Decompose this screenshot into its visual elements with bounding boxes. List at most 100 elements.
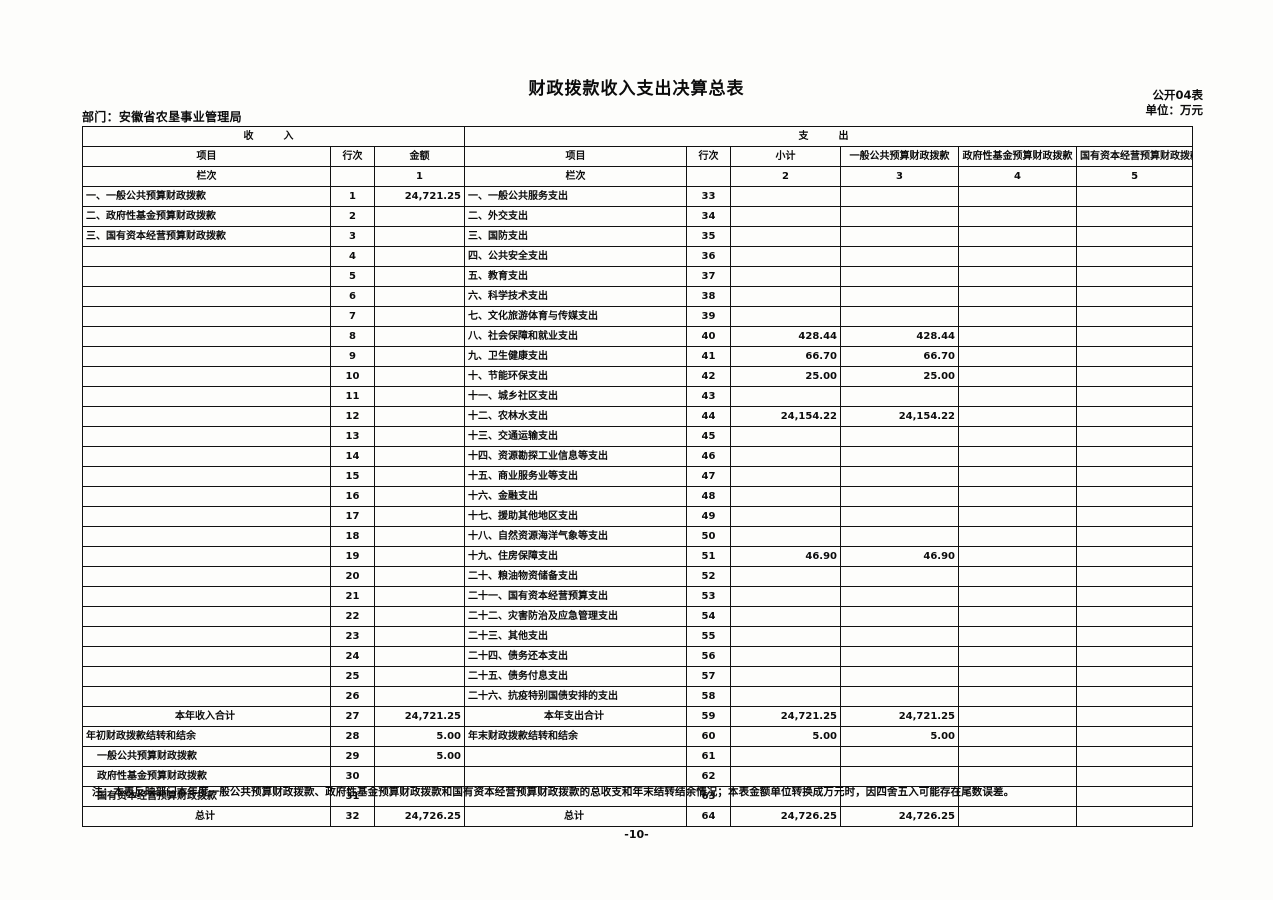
expense-state-capital-cell: [1076, 386, 1194, 407]
expense-general-public-cell: [840, 466, 960, 487]
expense-general-public-cell: [840, 606, 960, 627]
income-amount-cell: [373, 286, 466, 307]
table-row: 20 二十、粮油物资储备支出 52: [82, 566, 1194, 587]
expense-gov-fund-cell: [958, 266, 1078, 287]
income-item-cell: [82, 266, 331, 287]
expense-state-capital-cell: [1076, 186, 1194, 207]
expense-state-capital-cell: [1076, 326, 1194, 347]
income-amount-cell: [373, 626, 466, 647]
expense-general-public-cell: [840, 646, 960, 667]
expense-state-capital-cell: [1076, 746, 1194, 767]
income-amount-header: 金额: [373, 146, 466, 167]
expense-state-capital-header: 国有资本经营预算财政拨款: [1076, 146, 1194, 167]
expense-general-public-cell: [840, 686, 960, 707]
expense-state-capital-cell: [1076, 446, 1194, 467]
income-amount-cell: [373, 426, 466, 447]
expense-gov-fund-cell: [958, 386, 1078, 407]
expense-rowno-cell: 59: [686, 706, 732, 727]
expense-state-capital-cell: [1076, 806, 1194, 827]
expense-subtotal-cell: [730, 206, 842, 227]
table-row: 19 十九、住房保障支出 51 46.90 46.90: [82, 546, 1194, 567]
income-amount-cell: [373, 306, 466, 327]
expense-gov-fund-cell: [958, 586, 1078, 607]
expense-lanci-rowno: [686, 166, 732, 187]
expense-general-public-cell: 24,721.25: [840, 706, 960, 727]
expense-general-public-cell: 25.00: [840, 366, 960, 387]
form-meta: 公开04表 单位：万元: [1146, 88, 1204, 118]
expense-gov-fund-cell: [958, 306, 1078, 327]
income-rowno-cell: 17: [330, 506, 375, 527]
expense-gov-fund-cell: [958, 546, 1078, 567]
expense-rowno-cell: 56: [686, 646, 732, 667]
expense-item-cell: 本年支出合计: [464, 706, 688, 727]
income-item-cell: 三、国有资本经营预算财政拨款: [82, 226, 331, 247]
income-item-cell: [82, 666, 331, 687]
expense-subtotal-cell: [730, 506, 842, 527]
income-amount-cell: [373, 466, 466, 487]
income-amount-cell: [373, 406, 466, 427]
expense-subtotal-cell: [730, 226, 842, 247]
income-amount-cell: 24,721.25: [373, 706, 466, 727]
income-rowno-cell: 2: [330, 206, 375, 227]
expense-item-cell: 二十一、国有资本经营预算支出: [464, 586, 688, 607]
expense-subtotal-cell: [730, 466, 842, 487]
income-amount-cell: [373, 646, 466, 667]
expense-item-cell: 十五、商业服务业等支出: [464, 466, 688, 487]
expense-general-public-cell: [840, 266, 960, 287]
expense-subtotal-cell: 25.00: [730, 366, 842, 387]
expense-subtotal-cell: 24,721.25: [730, 706, 842, 727]
expense-subtotal-cell: [730, 446, 842, 467]
expense-state-capital-cell: [1076, 686, 1194, 707]
page-number: -10-: [624, 828, 649, 841]
expense-gov-fund-cell: [958, 346, 1078, 367]
income-amount-cell: [373, 686, 466, 707]
expense-gov-fund-cell: [958, 506, 1078, 527]
expense-rowno-header: 行次: [686, 146, 732, 167]
expense-item-cell: 十八、自然资源海洋气象等支出: [464, 526, 688, 547]
income-amount-cell: [373, 506, 466, 527]
expense-state-capital-cell: [1076, 666, 1194, 687]
table-row: 15 十五、商业服务业等支出 47: [82, 466, 1194, 487]
expense-general-public-cell: [840, 486, 960, 507]
expense-item-cell: 一、一般公共服务支出: [464, 186, 688, 207]
expense-rowno-cell: 48: [686, 486, 732, 507]
expense-general-public-cell: 46.90: [840, 546, 960, 567]
expense-gov-fund-cell: [958, 366, 1078, 387]
budget-table-body: 一、一般公共预算财政拨款 1 24,721.25 一、一般公共服务支出 33 二、政府性基…: [82, 186, 1194, 827]
income-item-cell: 年初财政拨款结转和结余: [82, 726, 331, 747]
expense-gov-fund-cell: [958, 426, 1078, 447]
expense-state-capital-cell: [1076, 566, 1194, 587]
expense-rowno-cell: 36: [686, 246, 732, 267]
income-rowno-cell: 32: [330, 806, 375, 827]
income-item-cell: [82, 346, 331, 367]
income-item-cell: 总计: [82, 806, 331, 827]
income-item-cell: [82, 506, 331, 527]
expense-rowno-cell: 54: [686, 606, 732, 627]
expense-gov-fund-cell: [958, 246, 1078, 267]
income-amount-cell: [373, 486, 466, 507]
table-row: 13 十三、交通运输支出 45: [82, 426, 1194, 447]
expense-general-public-cell: [840, 226, 960, 247]
income-amount-cell: [373, 526, 466, 547]
table-row: 18 十八、自然资源海洋气象等支出 50: [82, 526, 1194, 547]
expense-gov-fund-cell: [958, 186, 1078, 207]
table-row: 5 五、教育支出 37: [82, 266, 1194, 287]
expense-rowno-cell: 38: [686, 286, 732, 307]
expense-subtotal-cell: [730, 626, 842, 647]
income-group-header: 收 入: [81, 126, 466, 147]
income-item-cell: [82, 606, 331, 627]
expense-subtotal-cell: [730, 266, 842, 287]
expense-state-capital-cell: [1076, 346, 1194, 367]
income-rowno-cell: 21: [330, 586, 375, 607]
expense-subtotal-cell: [730, 386, 842, 407]
expense-rowno-cell: 51: [686, 546, 732, 567]
expense-item-cell: 五、教育支出: [464, 266, 688, 287]
expense-state-capital-cell: [1076, 626, 1194, 647]
expense-state-capital-cell: [1076, 206, 1194, 227]
income-item-cell: [82, 686, 331, 707]
expense-state-capital-cell: [1076, 266, 1194, 287]
income-amount-cell: [373, 326, 466, 347]
expense-rowno-cell: 41: [686, 346, 732, 367]
table-row: 10 十、节能环保支出 42 25.00 25.00: [82, 366, 1194, 387]
expense-general-public-cell: [840, 666, 960, 687]
